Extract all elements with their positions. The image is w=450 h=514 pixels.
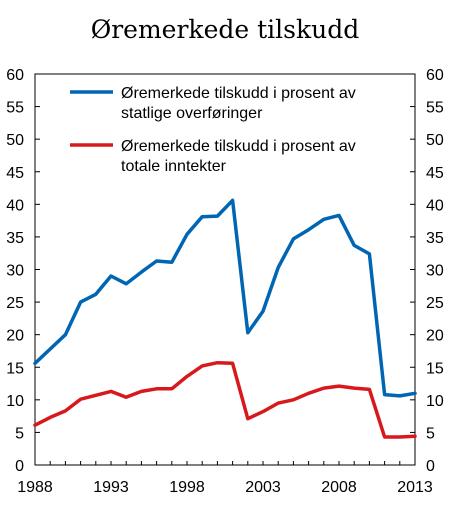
y-axis-right: 0 5 10 15 20 25 30 35 40 45 50 55 60	[410, 67, 444, 475]
y-tick-label-left: 50	[6, 132, 24, 149]
y-tick-label-right: 10	[426, 393, 444, 410]
legend-label-2: Øremerkede tilskudd i prosent av	[121, 138, 356, 155]
plot-frame	[34, 73, 416, 466]
y-tick-label-left: 10	[6, 393, 24, 410]
y-tick-label-left: 35	[6, 230, 24, 247]
y-tick-label-right: 50	[426, 132, 444, 149]
legend: Øremerkede tilskudd i prosent av statlige…	[70, 85, 356, 175]
series-lines	[33, 198, 417, 439]
chart-title: Øremerkede tilskudd	[91, 15, 360, 44]
y-tick-label-right: 55	[426, 100, 444, 117]
y-tick-label-right: 20	[426, 328, 444, 345]
x-axis: 1988 1993 1998 2003 2008 2013	[17, 461, 433, 496]
y-tick-label-left: 40	[6, 197, 24, 214]
x-tick-label: 1993	[93, 479, 129, 496]
y-tick-label-left: 25	[6, 295, 24, 312]
x-tick-label: 1988	[17, 479, 53, 496]
legend-label-2: totale inntekter	[121, 158, 227, 175]
series-line-2	[33, 360, 417, 439]
y-tick-label-right: 60	[426, 67, 444, 84]
y-tick-label-left: 45	[6, 165, 24, 182]
plot-border	[34, 73, 416, 466]
y-tick-label-left: 60	[6, 67, 24, 84]
y-tick-label-right: 5	[426, 425, 435, 442]
x-tick-label: 2003	[245, 479, 281, 496]
x-tick-label: 1998	[169, 479, 205, 496]
y-tick-label-right: 25	[426, 295, 444, 312]
series-line-1	[33, 198, 417, 398]
y-axis-left: 0 5 10 15 20 25 30 35 40 45 50 55 60	[6, 67, 40, 475]
y-tick-label-right: 35	[426, 230, 444, 247]
y-tick-label-right: 15	[426, 360, 444, 377]
legend-label-1: statlige overføringer	[121, 105, 263, 122]
y-tick-label-right: 0	[426, 458, 435, 475]
y-tick-label-right: 30	[426, 263, 444, 280]
x-tick-label: 2008	[321, 479, 357, 496]
y-tick-label-left: 30	[6, 263, 24, 280]
y-tick-label-right: 40	[426, 197, 444, 214]
x-tick-label: 2013	[397, 479, 433, 496]
y-tick-label-left: 5	[15, 425, 24, 442]
y-tick-label-left: 15	[6, 360, 24, 377]
legend-label-1: Øremerkede tilskudd i prosent av	[121, 85, 356, 102]
y-tick-label-left: 55	[6, 100, 24, 117]
y-tick-label-left: 20	[6, 328, 24, 345]
y-tick-label-left: 0	[15, 458, 24, 475]
y-tick-label-right: 45	[426, 165, 444, 182]
